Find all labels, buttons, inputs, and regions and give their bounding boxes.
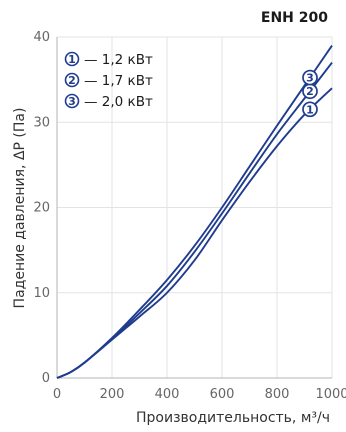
curve-marker-1-label: 1 (306, 103, 314, 116)
legend-label-1: — 1,2 кВт (84, 52, 153, 68)
y-tick-label: 30 (33, 115, 50, 130)
grid (57, 36, 333, 378)
series-lines (56, 44, 333, 379)
curve-marker-3-label: 3 (306, 72, 314, 85)
curve-marker-1 (302, 101, 318, 118)
legend: 1 — 1,2 кВт 2 — 1,7 кВт 3 — 2,0 кВт (64, 51, 153, 110)
legend-item-3: 3 — 2,0 кВт (64, 93, 153, 110)
y-axis-title: Падение давления, ΔP (Па) (12, 108, 28, 309)
axes (56, 37, 332, 379)
y-tick-label: 0 (42, 371, 50, 386)
curve-marker-2-label: 2 (306, 85, 314, 98)
x-tick-label: 1000 (315, 387, 346, 402)
legend-marker-2 (64, 72, 80, 88)
y-tick-label: 40 (33, 30, 50, 45)
x-tick-label: 0 (53, 387, 61, 402)
x-tick-label: 600 (210, 387, 235, 402)
y-tick-label: 20 (33, 201, 50, 216)
x-tick-label: 800 (265, 387, 290, 402)
x-axis-title: Производительность, м³/ч (136, 410, 330, 426)
legend-item-2: 2 — 1,7 кВт (64, 72, 153, 89)
legend-marker-3-label: 3 (68, 95, 76, 108)
legend-marker-3 (64, 93, 80, 109)
legend-item-1: 1 — 1,2 кВт (64, 51, 153, 68)
series-line-1 (56, 87, 333, 379)
model-label: ENH 200 (261, 10, 328, 26)
legend-label-3: — 2,0 кВт (84, 94, 153, 110)
curve-marker-3 (302, 69, 318, 86)
tick-labels: 0 200 400 600 800 1000 0 10 20 30 40 (33, 30, 346, 402)
x-tick-label: 400 (155, 387, 180, 402)
legend-label-2: — 1,7 кВт (84, 73, 153, 89)
legend-marker-1-label: 1 (68, 53, 76, 66)
y-tick-label: 10 (33, 286, 50, 301)
series-markers: 1 23 (302, 69, 318, 118)
x-tick-label: 200 (100, 387, 125, 402)
series-line-3 (56, 44, 333, 379)
legend-marker-2-label: 2 (68, 74, 76, 87)
legend-marker-1 (64, 51, 80, 67)
